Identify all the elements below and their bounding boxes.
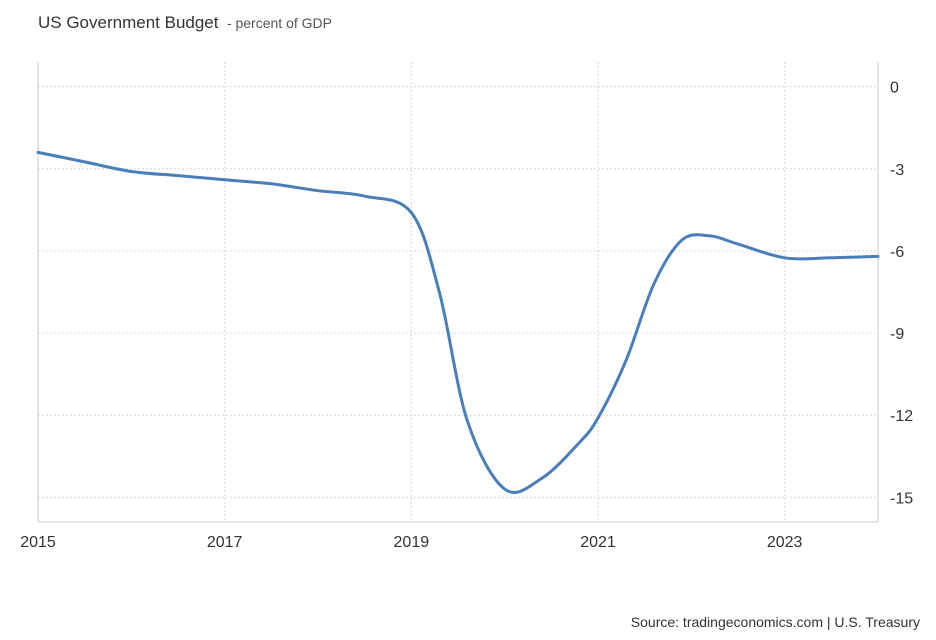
chart-title: US Government Budget: [38, 13, 219, 32]
y-tick-label: -9: [890, 326, 904, 343]
gridlines: [38, 62, 878, 522]
series-line: [36, 150, 880, 495]
x-tick-label: 2019: [394, 534, 430, 551]
x-axis-ticks: 2015 2017 2019 2021 2023: [20, 534, 802, 551]
y-tick-label: -12: [890, 408, 913, 425]
x-tick-label: 2017: [207, 534, 243, 551]
x-tick-label: 2021: [580, 534, 616, 551]
y-tick-label: -15: [890, 490, 913, 507]
y-tick-label: 0: [890, 80, 899, 97]
y-axis-ticks: 0 -3 -6 -9 -12 -15: [890, 80, 913, 508]
chart-subtitle: - percent of GDP: [226, 15, 332, 31]
source-credit: Source: tradingeconomics.com | U.S. Trea…: [630, 614, 920, 630]
chart-title-row: US Government Budget - percent of GDP: [38, 13, 332, 33]
axes: [37, 62, 879, 523]
y-tick-label: -3: [890, 162, 904, 179]
y-tick-label: -6: [890, 244, 904, 261]
series-group: [36, 150, 880, 495]
x-tick-label: 2023: [767, 534, 803, 551]
x-tick-label: 2015: [20, 534, 56, 551]
